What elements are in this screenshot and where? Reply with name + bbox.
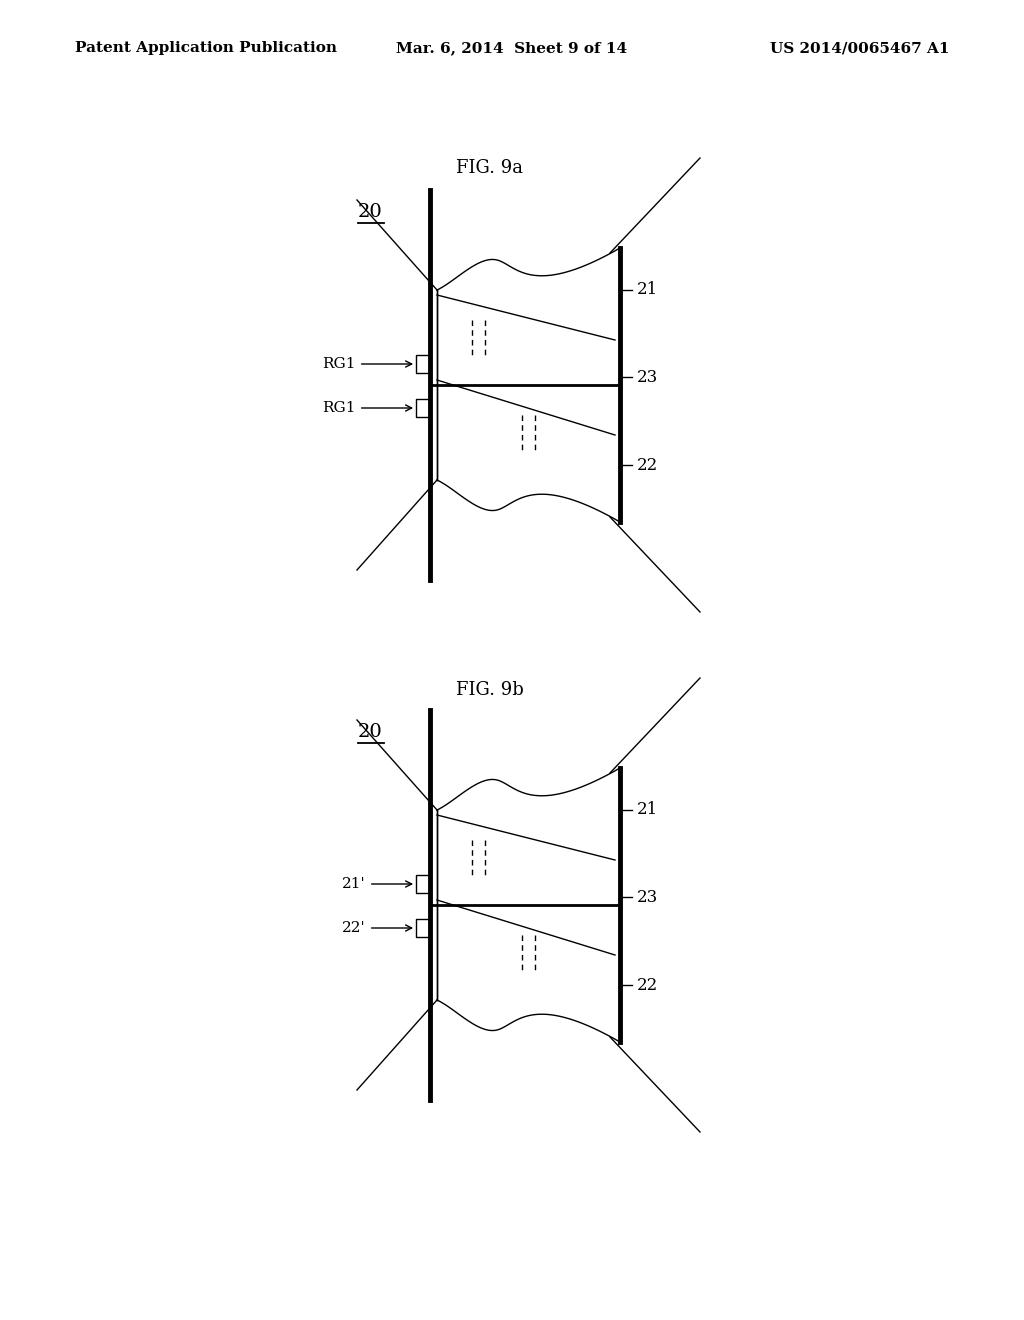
Text: 22: 22 xyxy=(637,457,658,474)
Text: RG1: RG1 xyxy=(323,401,412,414)
Text: 22': 22' xyxy=(342,921,412,935)
Text: 20: 20 xyxy=(358,723,383,741)
Text: FIG. 9a: FIG. 9a xyxy=(457,158,523,177)
Text: 22: 22 xyxy=(637,977,658,994)
Text: 23: 23 xyxy=(637,888,658,906)
Text: 23: 23 xyxy=(637,368,658,385)
Text: Patent Application Publication: Patent Application Publication xyxy=(75,41,337,55)
Text: Mar. 6, 2014  Sheet 9 of 14: Mar. 6, 2014 Sheet 9 of 14 xyxy=(396,41,628,55)
Text: 21': 21' xyxy=(342,876,412,891)
Text: 21: 21 xyxy=(637,281,658,298)
Text: 21: 21 xyxy=(637,801,658,818)
Text: 20: 20 xyxy=(358,203,383,220)
Text: US 2014/0065467 A1: US 2014/0065467 A1 xyxy=(770,41,950,55)
Text: FIG. 9b: FIG. 9b xyxy=(456,681,524,700)
Text: RG1: RG1 xyxy=(323,356,412,371)
